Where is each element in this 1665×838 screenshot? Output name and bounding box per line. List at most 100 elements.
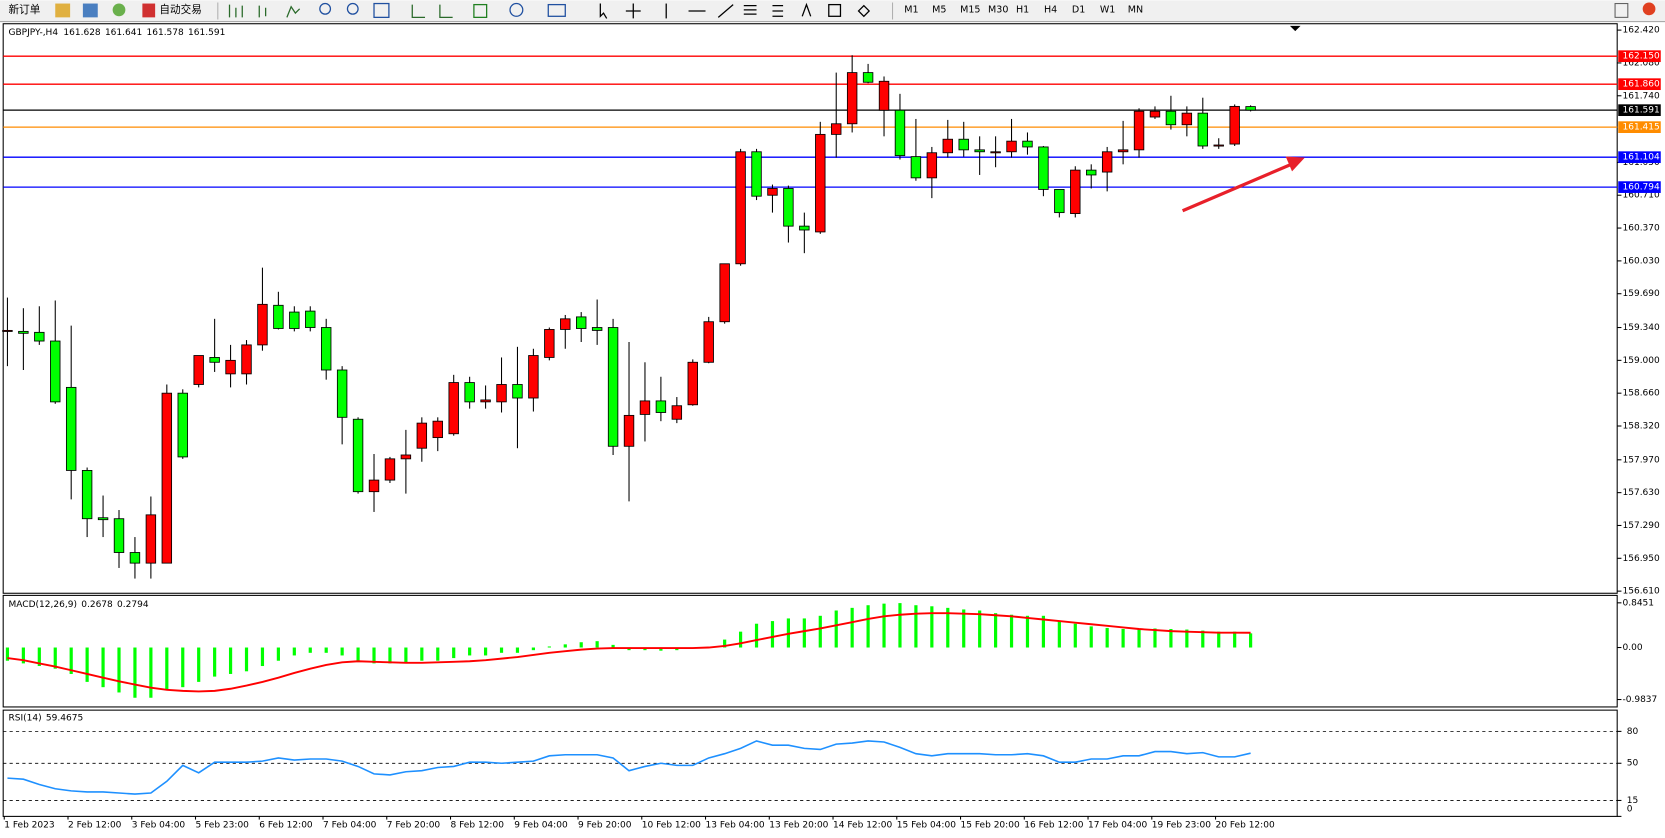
chart-shift-marker [1289, 25, 1301, 32]
auto-trade-button[interactable]: 自动交易 [159, 3, 201, 16]
histogram-bar [1201, 630, 1205, 648]
cursor-icon[interactable] [599, 3, 608, 19]
y-tick-label: 162.080 [1622, 58, 1660, 68]
line-icon[interactable] [286, 5, 301, 18]
candle-body [783, 188, 794, 227]
candle-body [97, 517, 109, 521]
histogram-bar [5, 647, 10, 661]
candle-body [560, 318, 571, 330]
level-label: 161.860 [1622, 80, 1660, 90]
histogram-bar [149, 647, 153, 698]
candle-body [1229, 105, 1240, 145]
timeframe-button[interactable]: H4 [1044, 4, 1057, 15]
x-tick-label: 1 Feb 2023 [4, 820, 55, 830]
icon[interactable] [82, 3, 98, 18]
histogram-bar [1217, 631, 1221, 648]
notification-badge[interactable] [1642, 2, 1656, 16]
timeframe-button[interactable]: D1 [1072, 4, 1085, 15]
histogram-bar [659, 647, 663, 651]
candle-body [958, 138, 969, 151]
timeframe-button[interactable]: M5 [932, 4, 946, 15]
macd-title: MACD(12,26,9) [9, 599, 77, 609]
candle-body [655, 400, 667, 413]
auto-trade-icon[interactable] [142, 3, 156, 18]
icon[interactable] [112, 3, 126, 17]
label-icon[interactable] [828, 3, 842, 17]
histogram-bar [117, 647, 121, 693]
histogram-bar [244, 647, 249, 672]
x-tick-label: 5 Feb 23:00 [196, 820, 250, 830]
autoscroll-icon[interactable] [411, 4, 426, 18]
price-panel-border [2, 23, 1618, 594]
y-tick-label: 157.290 [1622, 521, 1660, 531]
histogram-bar [197, 647, 201, 682]
signal-line [7, 612, 1251, 693]
candle-body [990, 151, 1001, 154]
candle-body [671, 405, 683, 420]
histogram-bar [1073, 623, 1077, 648]
histogram-bar [1249, 633, 1253, 648]
icon[interactable] [55, 3, 71, 18]
level-label: 162.150 [1622, 52, 1660, 62]
periods-icon[interactable] [509, 2, 524, 17]
level-label-box [1618, 181, 1661, 193]
crosshair-icon[interactable] [625, 3, 641, 19]
histogram-bar [276, 647, 280, 661]
candle-body [942, 138, 953, 154]
candle-body [1022, 140, 1033, 148]
macd-header: MACD(12,26,9) 0.2678 0.2794 [9, 599, 149, 609]
timeframe-button[interactable]: M15 [960, 4, 980, 15]
search-icon[interactable] [1614, 3, 1629, 18]
templates-icon[interactable] [547, 3, 566, 17]
timeframe-button[interactable]: MN [1128, 4, 1143, 15]
candle-body [1165, 110, 1177, 126]
histogram-bar [770, 621, 775, 648]
histogram-bar [531, 647, 535, 651]
channel-icon[interactable] [743, 5, 757, 15]
histogram-bar [324, 647, 328, 653]
y-tick-label: 0 [1627, 804, 1633, 814]
text-icon[interactable] [801, 2, 812, 17]
new-order-button[interactable]: 新订单 [9, 3, 41, 16]
candle-body [719, 263, 730, 323]
zoom-out-icon[interactable] [346, 2, 359, 15]
y-tick-label: 157.630 [1622, 488, 1660, 498]
y-tick-label: 160.710 [1622, 191, 1660, 201]
candle-body [751, 151, 762, 197]
timeframe-button[interactable]: M1 [904, 4, 918, 15]
candle-body [1038, 146, 1049, 190]
x-tick-label: 7 Feb 04:00 [323, 820, 377, 830]
tile-icon[interactable] [373, 2, 390, 18]
level-label-box [1618, 50, 1661, 63]
chart-frame [2, 23, 1618, 817]
histogram-bar [388, 647, 392, 664]
level-label-box [1618, 151, 1661, 164]
candle-icon[interactable] [258, 5, 267, 18]
chart-tools [228, 2, 871, 19]
bar-chart-icon[interactable] [228, 4, 243, 18]
arrows-icon[interactable] [857, 4, 871, 18]
zoom-in-icon[interactable] [319, 2, 332, 15]
fibo-icon[interactable] [772, 5, 784, 17]
candle-body [799, 225, 810, 231]
y-tick-label: 160.030 [1622, 256, 1660, 266]
histogram-bar [213, 647, 217, 677]
candle-body [576, 316, 587, 329]
trendline-icon[interactable] [717, 4, 734, 18]
candle-body [400, 454, 412, 460]
x-tick-label: 2 Feb 12:00 [68, 820, 122, 830]
timeframe-button[interactable]: H1 [1016, 4, 1029, 15]
histogram-bar [834, 610, 838, 648]
histogram-bar [1185, 629, 1189, 648]
timeframe-button[interactable]: M30 [988, 4, 1008, 15]
y-tick-label: 157.970 [1622, 455, 1660, 465]
indicators-icon[interactable] [473, 3, 488, 18]
shift-icon[interactable] [439, 4, 453, 18]
candle-body [1070, 169, 1081, 215]
timeframe-button[interactable]: W1 [1100, 4, 1116, 15]
candle-body [145, 514, 157, 564]
x-tick-label: 20 Feb 12:00 [1216, 820, 1275, 830]
histogram-bar [1009, 614, 1014, 648]
histogram-bar [372, 647, 376, 664]
histogram-bar [356, 647, 360, 661]
